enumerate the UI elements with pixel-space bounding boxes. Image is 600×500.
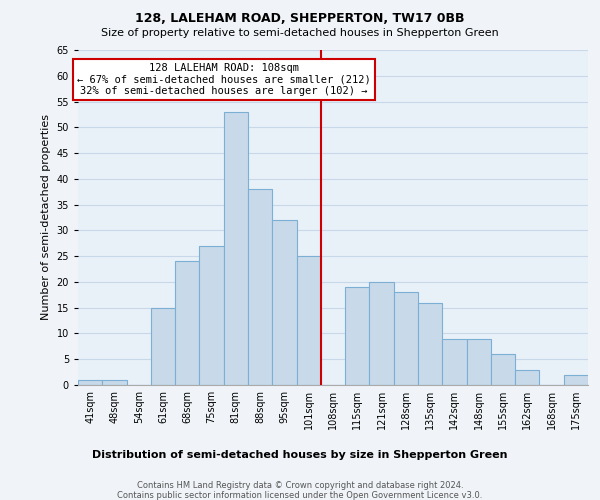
Text: 128, LALEHAM ROAD, SHEPPERTON, TW17 0BB: 128, LALEHAM ROAD, SHEPPERTON, TW17 0BB	[135, 12, 465, 26]
Text: Distribution of semi-detached houses by size in Shepperton Green: Distribution of semi-detached houses by …	[92, 450, 508, 460]
Bar	[248, 189, 272, 385]
Text: Contains public sector information licensed under the Open Government Licence v3: Contains public sector information licen…	[118, 491, 482, 500]
Text: Contains HM Land Registry data © Crown copyright and database right 2024.: Contains HM Land Registry data © Crown c…	[137, 481, 463, 490]
Bar	[515, 370, 539, 385]
Bar	[272, 220, 296, 385]
Text: 128 LALEHAM ROAD: 108sqm
← 67% of semi-detached houses are smaller (212)
32% of : 128 LALEHAM ROAD: 108sqm ← 67% of semi-d…	[77, 63, 371, 96]
Bar	[224, 112, 248, 385]
Bar	[345, 287, 370, 385]
Bar	[564, 374, 588, 385]
Bar	[394, 292, 418, 385]
Bar	[199, 246, 224, 385]
Bar	[78, 380, 102, 385]
Bar	[491, 354, 515, 385]
Bar	[175, 262, 199, 385]
Y-axis label: Number of semi-detached properties: Number of semi-detached properties	[41, 114, 51, 320]
Bar	[418, 302, 442, 385]
Bar	[442, 338, 467, 385]
Bar	[296, 256, 321, 385]
Text: Size of property relative to semi-detached houses in Shepperton Green: Size of property relative to semi-detach…	[101, 28, 499, 38]
Bar	[467, 338, 491, 385]
Bar	[102, 380, 127, 385]
Bar	[151, 308, 175, 385]
Bar	[370, 282, 394, 385]
